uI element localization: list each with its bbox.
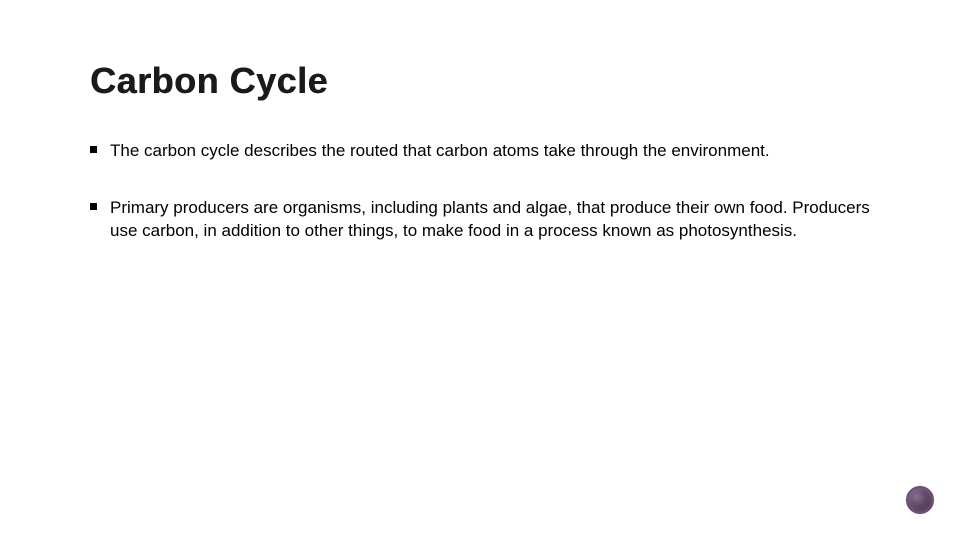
bullet-item: The carbon cycle describes the routed th…: [90, 140, 870, 163]
bullet-list: The carbon cycle describes the routed th…: [90, 140, 870, 243]
bullet-item: Primary producers are organisms, includi…: [90, 197, 870, 243]
slide-title: Carbon Cycle: [90, 60, 870, 102]
slide: Carbon Cycle The carbon cycle describes …: [0, 0, 960, 540]
decorative-orb-icon: [906, 486, 934, 514]
